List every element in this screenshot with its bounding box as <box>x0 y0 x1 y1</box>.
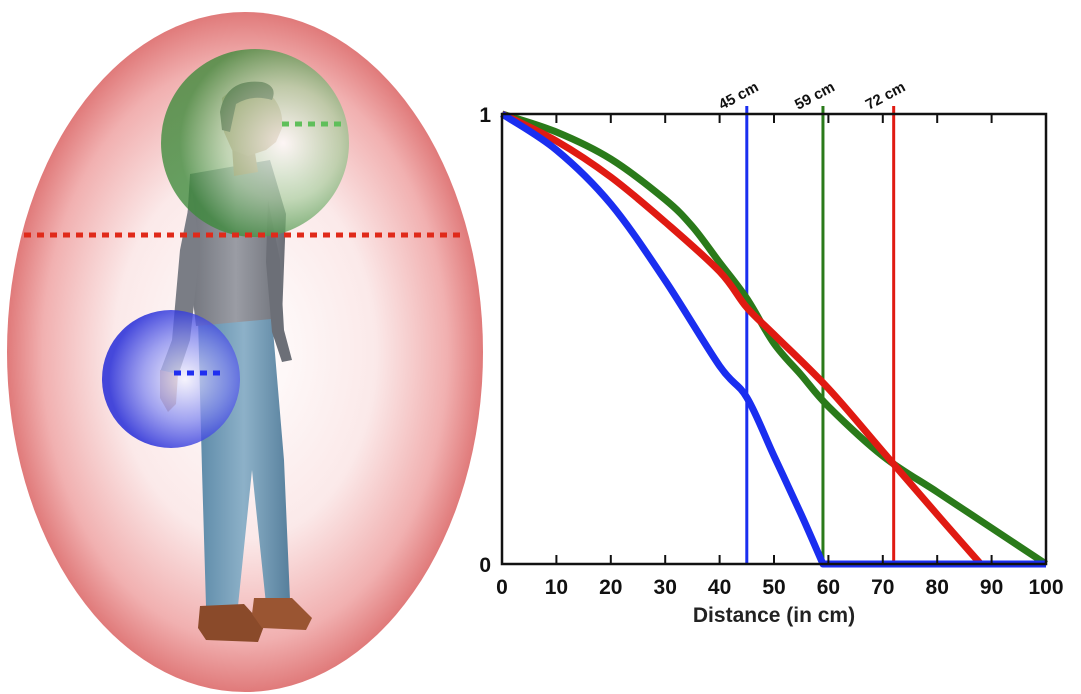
decay-chart: 0 10 20 30 40 50 60 70 80 90 100 0 1 45 cm 59 cm 72 cm… <box>479 79 1063 627</box>
x-tick-label-0: 0 <box>496 576 508 599</box>
head-zone-sphere <box>161 49 349 237</box>
x-tick-label-6: 60 <box>817 576 840 599</box>
y-tick-label-0: 0 <box>479 554 491 577</box>
x-tick-label-1: 10 <box>545 576 568 599</box>
vline-label-1: 59 cm <box>792 79 838 114</box>
x-tick-label-8: 80 <box>926 576 949 599</box>
series-line-2 <box>500 111 1046 568</box>
x-tick-label-10: 100 <box>1028 576 1063 599</box>
y-tick-label-1: 1 <box>479 104 491 127</box>
x-axis-title: Distance (in cm) <box>693 604 855 627</box>
peripersonal-illustration <box>7 12 483 692</box>
vline-label-2: 72 cm <box>863 79 909 114</box>
hand-zone-sphere <box>102 310 240 448</box>
x-tick-label-3: 30 <box>654 576 677 599</box>
x-tick-label-7: 70 <box>871 576 894 599</box>
x-tick-label-4: 40 <box>708 576 731 599</box>
x-tick-label-9: 90 <box>980 576 1003 599</box>
x-tick-label-5: 50 <box>762 576 785 599</box>
vline-label-0: 45 cm <box>716 79 762 114</box>
series-line-1 <box>500 110 1046 568</box>
x-tick-label-2: 20 <box>599 576 622 599</box>
